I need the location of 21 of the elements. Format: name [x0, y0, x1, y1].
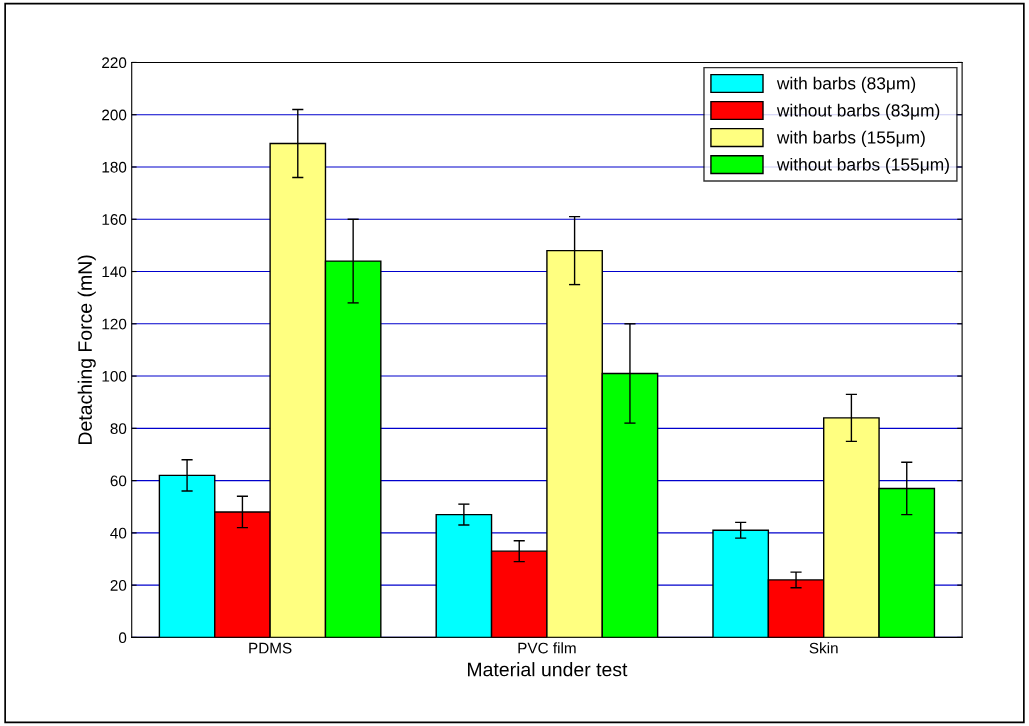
legend-label: without barbs (83μm) — [776, 103, 940, 120]
legend-label: with barbs (83μm) — [776, 76, 916, 93]
y-tick-label: 220 — [102, 57, 127, 69]
x-tick-label: PVC film — [518, 642, 576, 654]
y-tick-label: 120 — [102, 318, 127, 330]
y-tick-label: 20 — [110, 580, 127, 591]
y-tick-label: 180 — [102, 161, 127, 173]
y-tick-label: 200 — [102, 109, 127, 121]
x-tick-label: PDMS — [249, 642, 292, 654]
y-tick-label: 140 — [102, 266, 127, 278]
y-tick-label: 40 — [110, 527, 127, 539]
x-tick-label: Skin — [809, 642, 838, 654]
y-tick-label: 80 — [110, 423, 127, 435]
legend-label: without barbs (155μm) — [776, 157, 949, 175]
y-tick-label: 100 — [102, 370, 127, 382]
y-tick-label: 0 — [118, 632, 127, 644]
y-tick-label: 160 — [102, 214, 127, 225]
y-tick-label: 60 — [110, 475, 127, 487]
legend-label: with barbs (155μm) — [776, 130, 925, 148]
x-axis-title: Material under test — [468, 662, 628, 677]
y-axis-title: Detaching Force (mN) — [77, 255, 96, 444]
